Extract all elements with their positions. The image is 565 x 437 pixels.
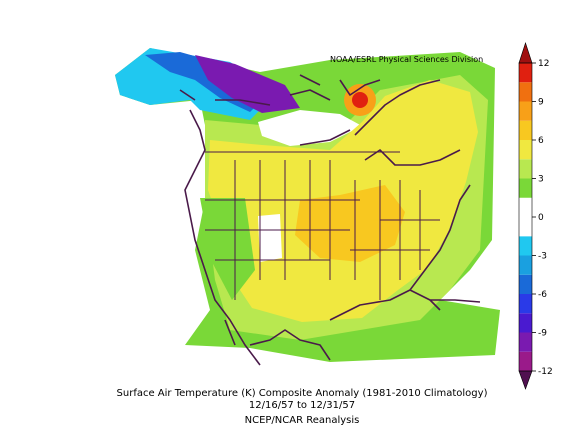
colorbar-tick-label: 9 [538, 98, 544, 108]
colorbar-segment [519, 332, 532, 352]
colorbar-segment [519, 63, 532, 83]
colorbar-segment [519, 140, 532, 160]
colorbar-segment [519, 351, 532, 371]
anomaly-area [295, 185, 405, 262]
map [115, 48, 500, 366]
anomaly-area [258, 214, 282, 262]
anomaly-area [200, 198, 255, 300]
colorbar-tick-label: -12 [538, 367, 553, 377]
colorbar-segment [519, 313, 532, 333]
colorbar: -12 -9 -6 -3 0 3 6 9 12 [518, 42, 553, 390]
colorbar-segment [519, 274, 532, 294]
credit: NOAA/ESRL Physical Sciences Division [330, 55, 483, 64]
caption: 12/16/57 to 12/31/57 [249, 400, 355, 411]
colorbar-tick-label: 0 [538, 213, 544, 223]
colorbar-segment [519, 120, 532, 140]
coastline [179, 74, 381, 106]
colorbar-segment [519, 101, 532, 121]
colorbar-segment [519, 236, 532, 256]
colorbar-tick-label: -6 [538, 290, 547, 300]
borders [205, 151, 440, 300]
colorbar-segment [519, 178, 532, 198]
colorbar-arrow [518, 42, 533, 64]
colorbar-segment [519, 159, 532, 179]
colorbar-segment [519, 82, 532, 102]
colorbar-segment [519, 217, 532, 237]
coastline [184, 79, 481, 366]
anomaly-area [352, 92, 368, 108]
colorbar-tick-label: -3 [538, 252, 547, 262]
colorbar-segment [519, 294, 532, 314]
colorbar-segment [519, 255, 532, 275]
anomaly-area [195, 55, 300, 113]
caption: NCEP/NCAR Reanalysis [245, 415, 360, 426]
colorbar-tick-label: 6 [538, 136, 544, 146]
colorbar-arrow [518, 370, 533, 390]
colorbar-segment [519, 197, 532, 217]
colorbar-tick-label: -9 [538, 329, 547, 339]
colorbar-tick-label: 12 [538, 59, 549, 69]
caption: Surface Air Temperature (K) Composite An… [117, 388, 488, 399]
colorbar-tick-label: 3 [538, 175, 544, 185]
